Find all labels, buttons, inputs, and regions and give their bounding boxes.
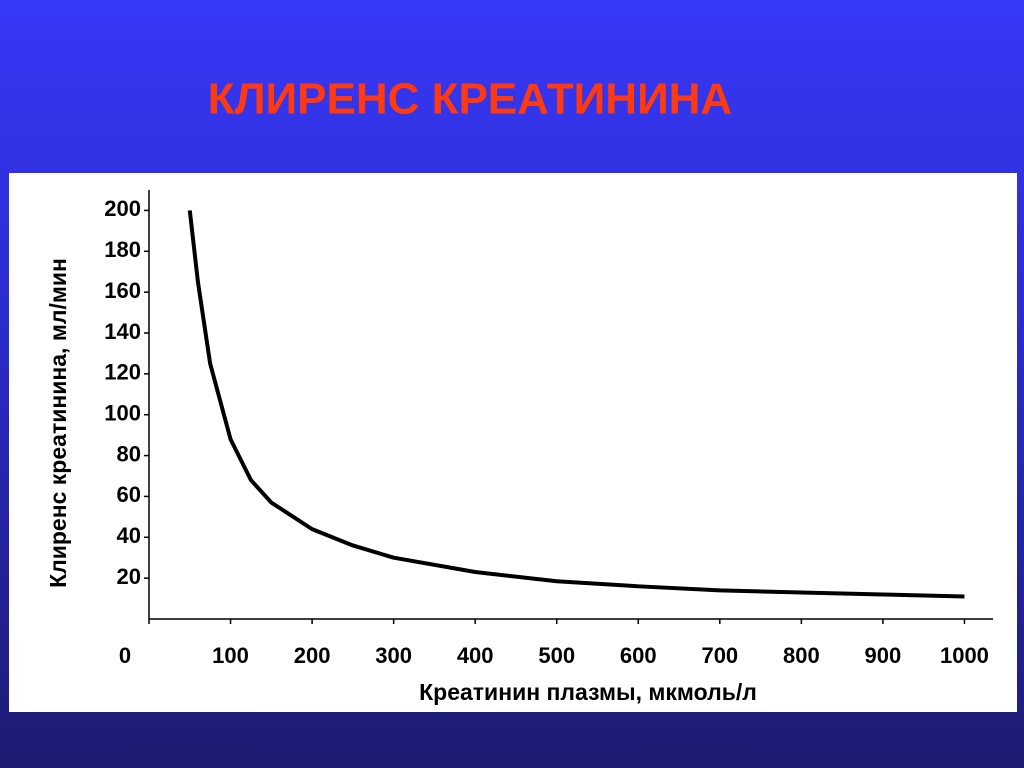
y-axis-label: Клиренс креатинина, мл/мин: [45, 258, 71, 588]
y-tick-label: 120: [104, 360, 141, 385]
y-tick-label: 180: [104, 237, 141, 262]
plot-panel: [9, 173, 1017, 712]
x-tick-label: 300: [375, 643, 412, 668]
x-tick-label: 900: [865, 643, 902, 668]
chart-title: КЛИРЕНС КРЕАТИНИНА: [208, 75, 732, 124]
x-tick-label: 600: [620, 643, 657, 668]
x-tick-label: 1000: [940, 643, 989, 668]
x-tick-label: 400: [457, 643, 494, 668]
x-tick-label: 800: [783, 643, 820, 668]
line-series: [187, 210, 965, 599]
y-tick-label: 140: [104, 319, 141, 344]
x-tick-label: 700: [701, 643, 738, 668]
x-tick-label: 200: [294, 643, 331, 668]
y-tick-label: 20: [117, 564, 141, 589]
x-tick-label: 100: [212, 643, 249, 668]
y-tick-label: 40: [117, 523, 141, 548]
x-tick-label: 0: [119, 643, 131, 668]
y-tick-label: 80: [117, 441, 141, 466]
x-tick-label: 500: [538, 643, 575, 668]
x-axis-label: Креатинин плазмы, мкмоль/л: [419, 679, 757, 705]
y-tick-label: 160: [104, 278, 141, 303]
y-tick-label: 200: [104, 196, 141, 221]
y-tick-label: 100: [104, 401, 141, 426]
y-tick-label: 60: [117, 482, 141, 507]
